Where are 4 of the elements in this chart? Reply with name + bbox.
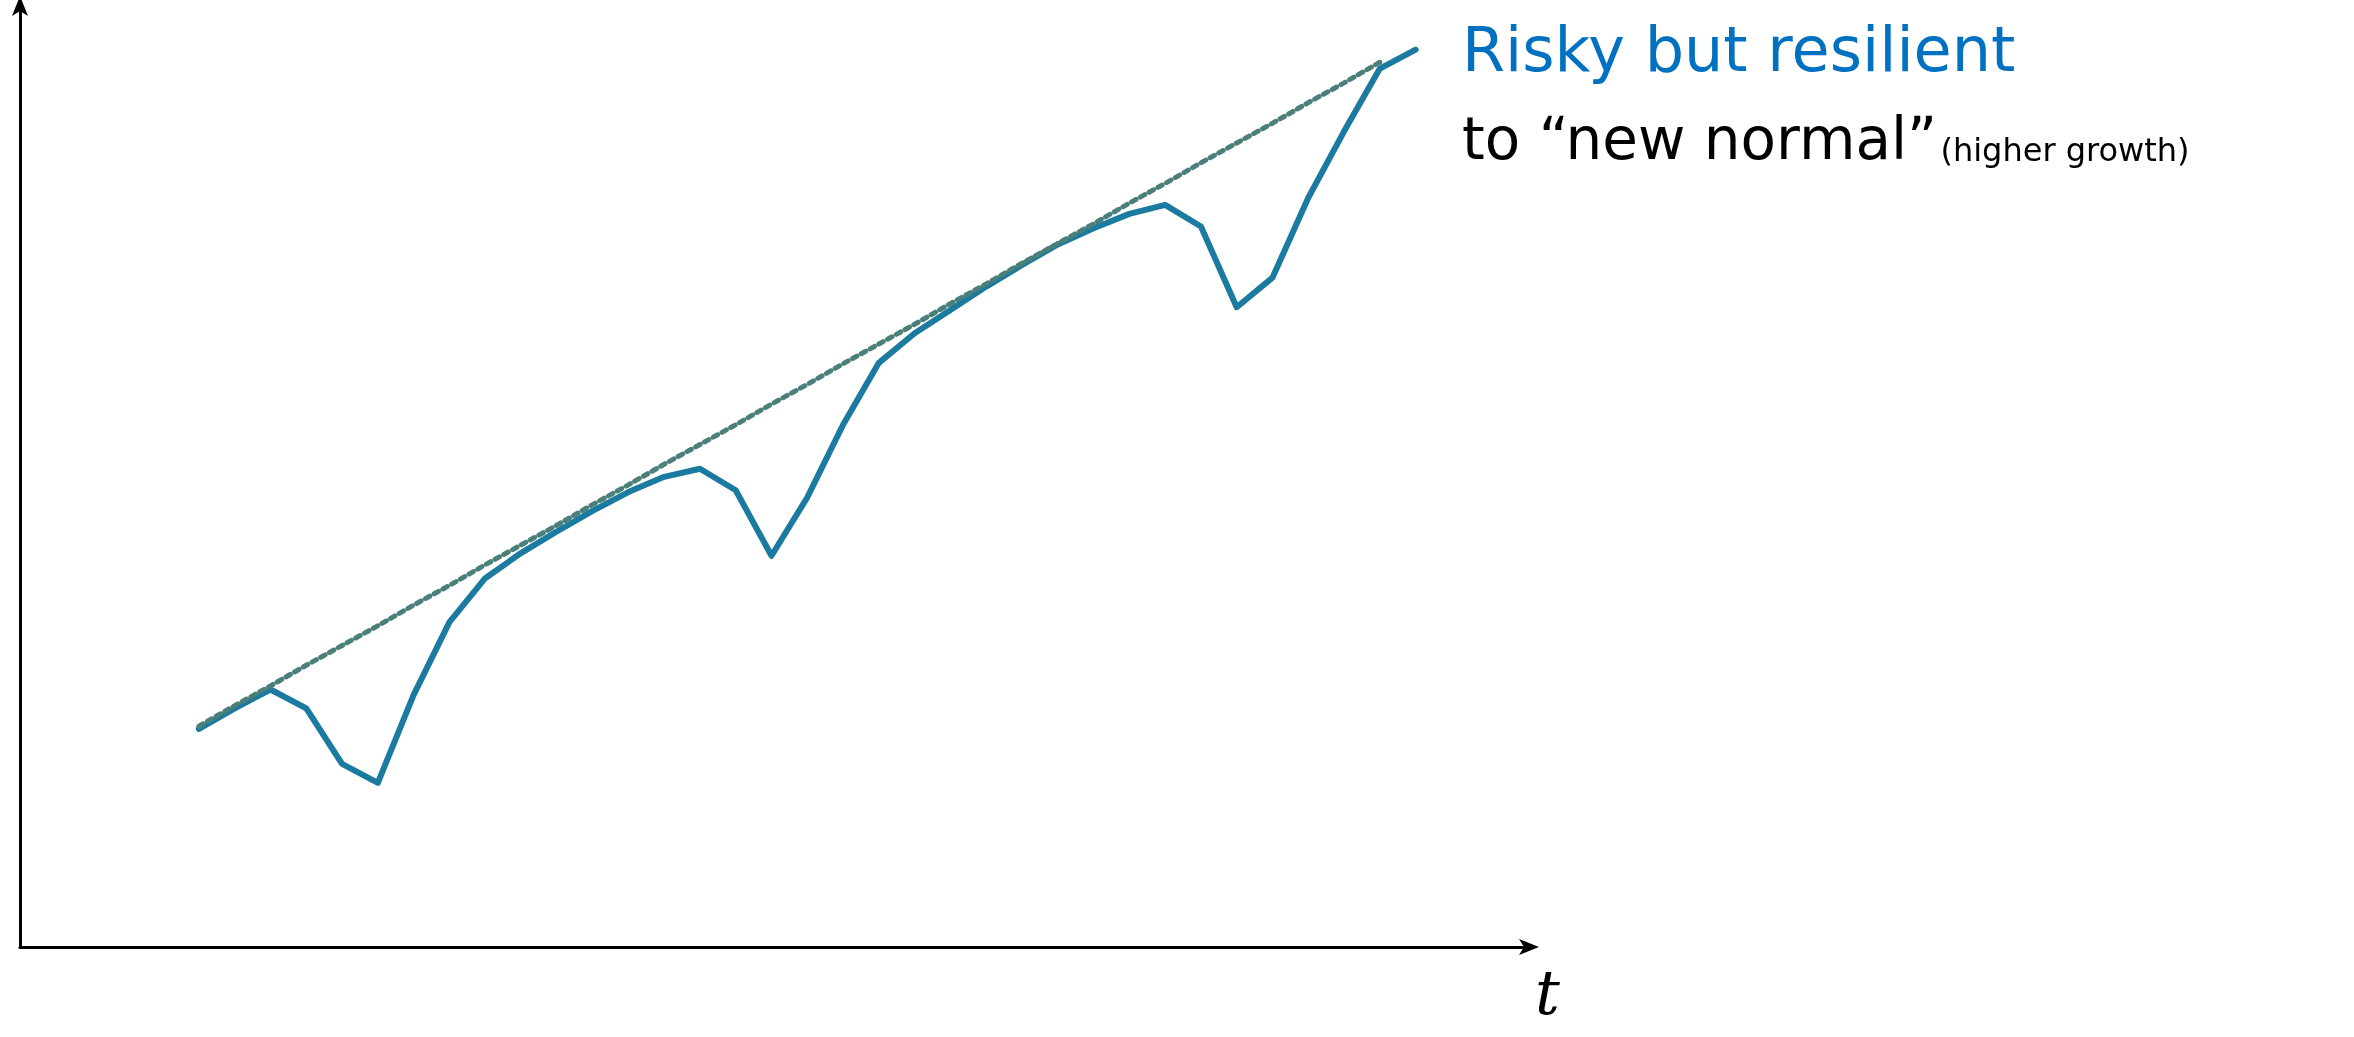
annotation: to “new normal” [1462, 105, 1938, 173]
text: (higher growth) [1940, 131, 2190, 169]
x-axis-title: t [1535, 955, 1560, 1029]
annotation: Risky but resilient [1462, 12, 2016, 86]
